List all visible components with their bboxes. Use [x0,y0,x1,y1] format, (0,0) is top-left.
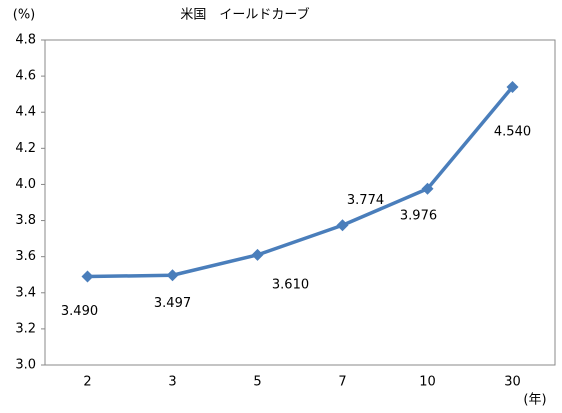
x-tick-label: 30 [504,375,521,390]
y-tick-label: 3.8 [15,213,36,228]
x-tick-label: 10 [419,375,436,390]
y-tick-label: 3.6 [15,249,36,264]
y-tick-label: 4.4 [15,105,36,120]
point [81,270,94,283]
data-label: 3.774 [347,193,384,208]
point [251,248,264,261]
y-tick-label: 4.6 [15,69,36,84]
y-tick-label: 4.8 [15,33,36,48]
point [421,182,434,195]
x-tick-label: 2 [83,375,91,390]
y-tick-label: 4.0 [15,177,36,192]
x-tick-label: 5 [253,375,261,390]
x-axis-label: (年) [523,393,546,408]
plot-area [44,39,556,366]
data-label: 3.490 [61,304,98,319]
x-tick-label: 3 [168,375,176,390]
chart-title: 米国 イールドカーブ [180,7,309,23]
y-tick-label: 3.2 [15,321,36,336]
point [336,219,349,232]
point [506,80,519,93]
y-tick-label: 3.4 [15,285,36,300]
data-label: 3.976 [400,208,437,223]
data-label: 3.610 [272,277,309,292]
line [87,85,514,279]
y-tick-label: 3.0 [15,358,36,373]
x-tick-label: 7 [338,375,346,390]
data-label: 3.497 [154,296,191,311]
y-axis-label: (%) [13,8,36,23]
point [166,269,179,282]
y-tick-label: 4.2 [15,141,36,156]
data-label: 4.540 [494,124,531,139]
